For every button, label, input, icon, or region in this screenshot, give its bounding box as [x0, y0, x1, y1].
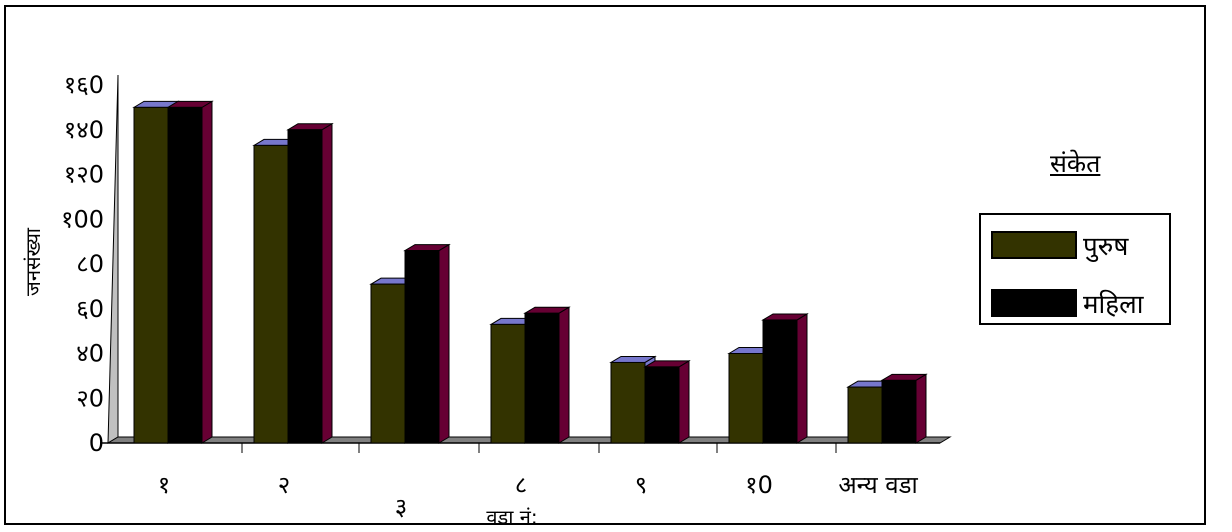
legend-swatch-female: [991, 289, 1077, 317]
y-tick-label: १६0: [64, 71, 104, 99]
y-axis-title: जनसंख्या: [21, 227, 45, 296]
y-tick-label: ४0: [76, 340, 104, 368]
x-axis-title: वडा नं:: [486, 505, 537, 529]
legend: पुरुष महिला: [979, 213, 1171, 325]
x-category-label: २: [278, 471, 290, 499]
x-category-label: ८: [515, 471, 527, 499]
y-tick-label: १२0: [64, 161, 104, 189]
bar-female: [763, 314, 807, 443]
y-tick-label: १00: [61, 205, 104, 233]
x-category-label: १0: [745, 471, 773, 499]
legend-title: संकेत: [1050, 146, 1100, 180]
legend-item-male: पुरुष: [991, 227, 1128, 263]
legend-item-female: महिला: [991, 285, 1143, 321]
x-category-label: १: [158, 471, 170, 499]
bar-female: [288, 124, 332, 443]
y-tick-label: २0: [76, 384, 104, 412]
x-category-label: ३: [395, 493, 407, 521]
back-wall: [108, 75, 118, 443]
bar-female: [168, 101, 212, 443]
x-category-label: ९: [635, 471, 647, 499]
bar-female: [882, 374, 926, 443]
bar-female: [405, 245, 449, 443]
y-tick-label: १४0: [64, 116, 104, 144]
bar-female: [525, 307, 569, 443]
y-tick-label: ६0: [76, 295, 104, 323]
y-tick-label: 0: [89, 429, 104, 457]
bar-female: [645, 361, 689, 443]
legend-label-female: महिला: [1083, 285, 1143, 321]
x-category-label: अन्य वडा: [838, 471, 918, 499]
y-tick-label: ८0: [76, 250, 104, 278]
legend-label-male: पुरुष: [1083, 227, 1128, 263]
legend-swatch-male: [991, 231, 1077, 259]
